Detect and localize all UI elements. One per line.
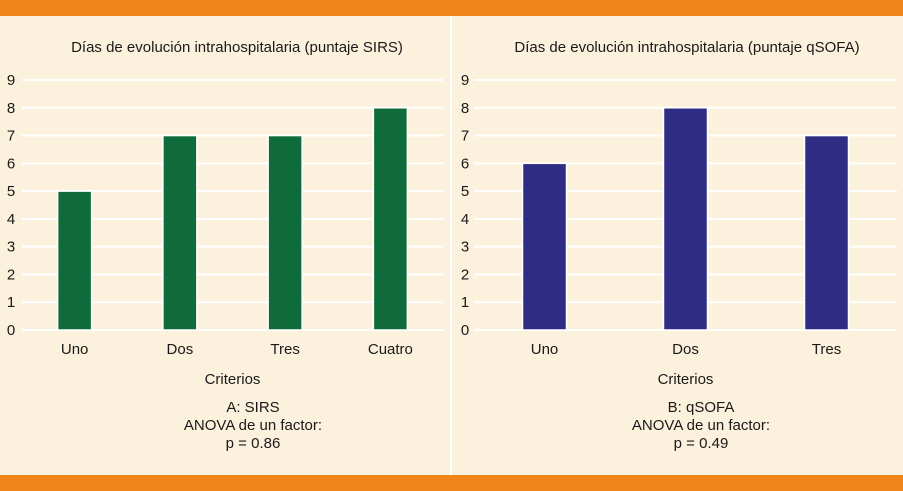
- sirs-y-tick-label: 1: [7, 294, 15, 311]
- qsofa-x-axis-label: Criterios: [658, 371, 714, 388]
- qsofa-y-tick-label: 0: [461, 322, 469, 339]
- sirs-bar-dos: [162, 134, 198, 331]
- sirs-bar-chart: Días de evolución intrahospitalaria (pun…: [7, 39, 443, 388]
- sirs-y-tick-label: 8: [7, 100, 15, 117]
- qsofa-bar-chart: Días de evolución intrahospitalaria (pun…: [461, 39, 897, 388]
- sirs-caption-test: ANOVA de un factor:: [183, 417, 323, 434]
- qsofa-y-tick-label: 8: [461, 100, 469, 117]
- sirs-bar-tres: [267, 134, 303, 331]
- sirs-y-tick-label: 4: [7, 211, 15, 228]
- qsofa-bar-uno: [521, 162, 568, 331]
- sirs-caption-label: A: SIRS: [226, 399, 280, 416]
- sirs-y-tick-label: 5: [7, 183, 15, 200]
- qsofa-caption-test: ANOVA de un factor:: [631, 417, 771, 434]
- qsofa-chart-title: Días de evolución intrahospitalaria (pun…: [514, 39, 859, 56]
- qsofa-y-tick-label: 3: [461, 239, 469, 256]
- qsofa-category-label: Tres: [812, 341, 841, 358]
- qsofa-y-tick-label: 4: [461, 211, 469, 228]
- sirs-bar-cuatro: [372, 107, 409, 331]
- sirs-chart-title: Días de evolución intrahospitalaria (pun…: [71, 39, 403, 56]
- qsofa-y-tick-label: 1: [461, 294, 469, 311]
- sirs-caption: A: SIRS ANOVA de un factor: p = 0.86: [103, 399, 403, 453]
- top-orange-band: [0, 0, 903, 16]
- sirs-y-tick-label: 0: [7, 322, 15, 339]
- sirs-x-axis-label: Criterios: [205, 371, 261, 388]
- sirs-category-label: Cuatro: [368, 341, 413, 358]
- sirs-category-label: Tres: [270, 341, 299, 358]
- qsofa-y-tick-label: 5: [461, 183, 469, 200]
- panel-divider: [450, 16, 452, 475]
- qsofa-caption: B: qSOFA ANOVA de un factor: p = 0.49: [551, 399, 851, 453]
- sirs-caption-pvalue: p = 0.86: [225, 435, 281, 452]
- sirs-y-tick-label: 6: [7, 155, 15, 172]
- qsofa-category-label: Uno: [531, 341, 559, 358]
- qsofa-bar-dos: [662, 107, 709, 331]
- qsofa-caption-label: B: qSOFA: [667, 399, 735, 416]
- qsofa-category-label: Dos: [672, 341, 699, 358]
- sirs-y-tick-label: 9: [7, 72, 15, 89]
- qsofa-y-tick-label: 2: [461, 266, 469, 283]
- qsofa-y-tick-label: 9: [461, 72, 469, 89]
- sirs-y-tick-label: 2: [7, 266, 15, 283]
- sirs-y-tick-label: 3: [7, 239, 15, 256]
- sirs-category-label: Dos: [167, 341, 194, 358]
- qsofa-y-tick-label: 7: [461, 128, 469, 145]
- sirs-category-label: Uno: [61, 341, 89, 358]
- sirs-bar-uno: [56, 190, 93, 331]
- sirs-y-tick-label: 7: [7, 128, 15, 145]
- qsofa-y-tick-label: 6: [461, 155, 469, 172]
- qsofa-bar-tres: [803, 134, 850, 331]
- bottom-orange-band: [0, 475, 903, 491]
- qsofa-caption-pvalue: p = 0.49: [673, 435, 729, 452]
